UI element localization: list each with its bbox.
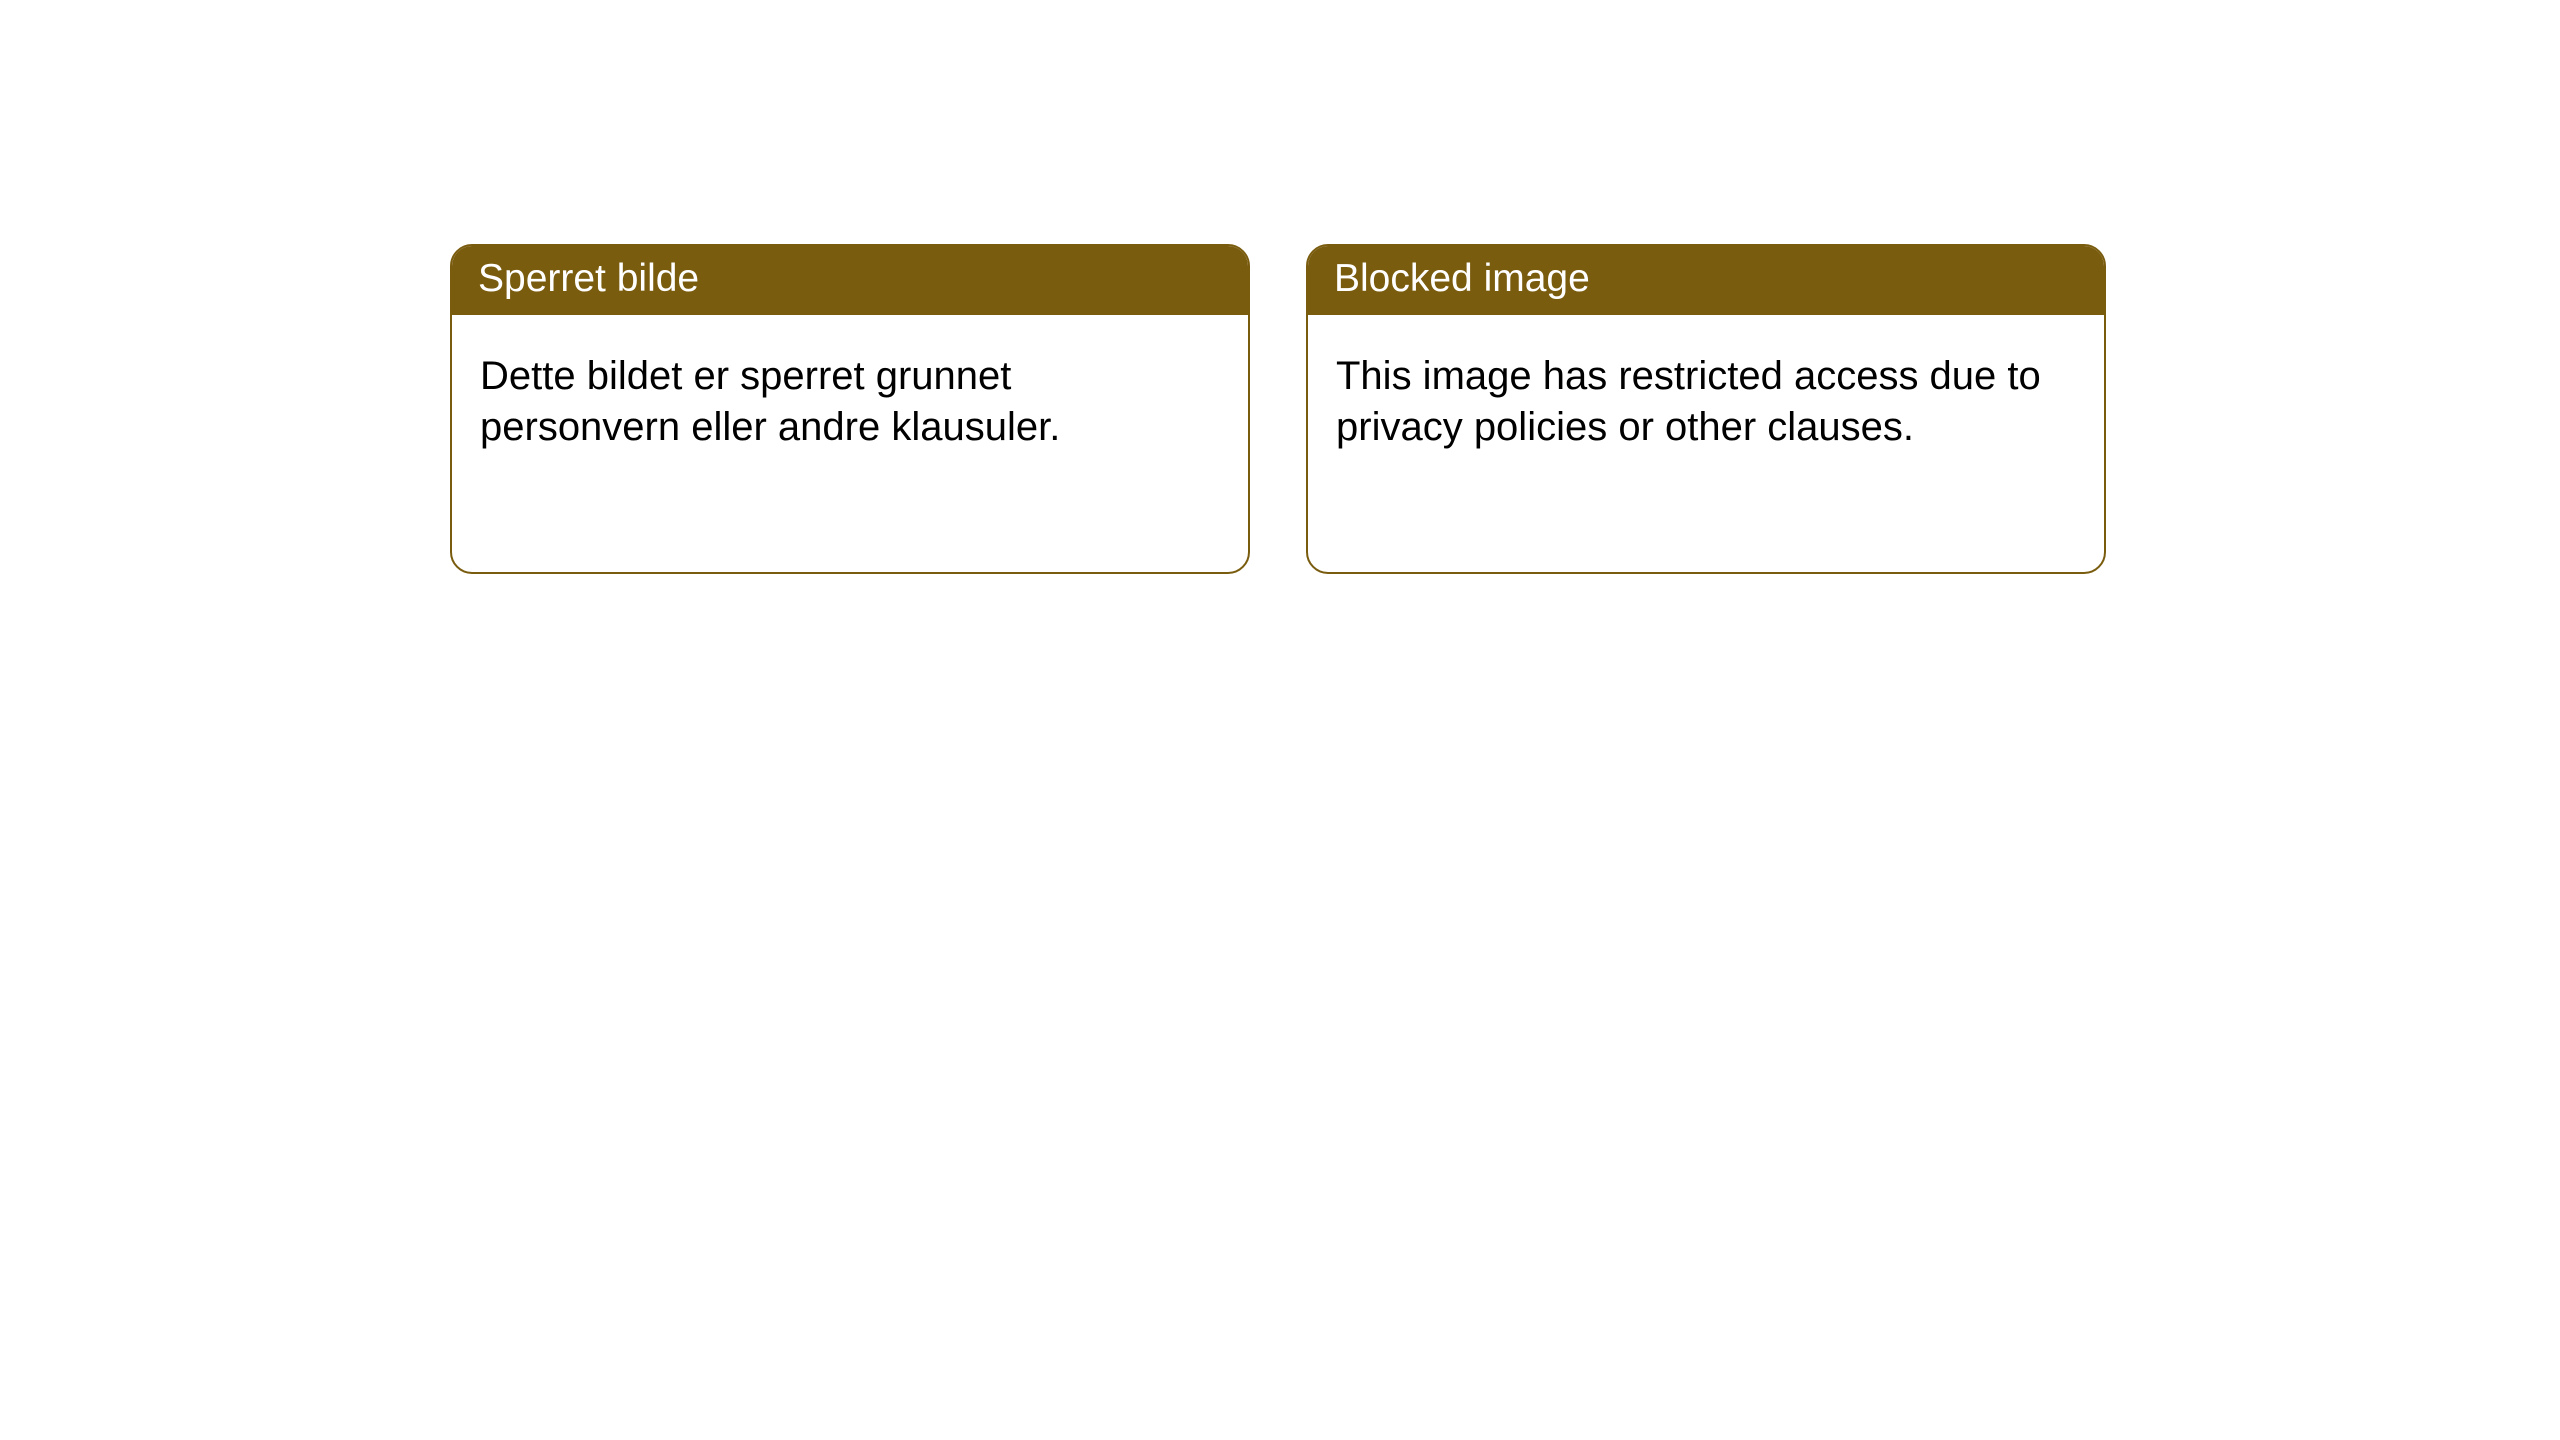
notice-cards-container: Sperret bilde Dette bildet er sperret gr… [0, 0, 2560, 574]
card-body-english: This image has restricted access due to … [1308, 315, 2104, 489]
card-body-norwegian: Dette bildet er sperret grunnet personve… [452, 315, 1248, 489]
card-header-english: Blocked image [1308, 246, 2104, 315]
notice-card-norwegian: Sperret bilde Dette bildet er sperret gr… [450, 244, 1250, 574]
card-header-norwegian: Sperret bilde [452, 246, 1248, 315]
notice-card-english: Blocked image This image has restricted … [1306, 244, 2106, 574]
